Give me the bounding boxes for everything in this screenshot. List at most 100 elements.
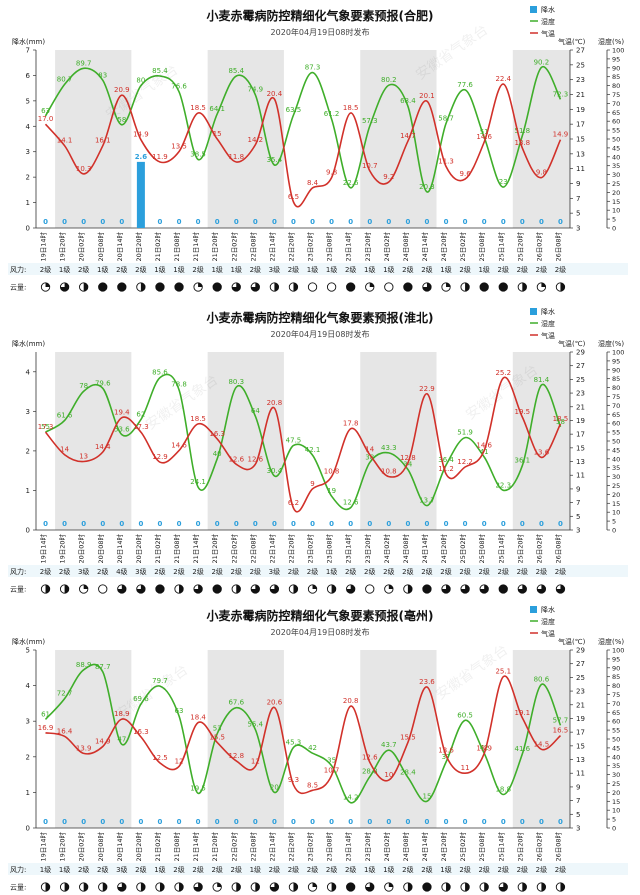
rain-label: 0 xyxy=(444,818,449,826)
temp-label: 15.5 xyxy=(209,733,225,741)
wind-value: 1级 xyxy=(440,265,451,274)
temp-label: 10.7 xyxy=(362,162,378,170)
temp-label: 13.6 xyxy=(534,448,550,456)
rain-label: 0 xyxy=(81,520,86,528)
x-tick-label: 21日20时 xyxy=(210,534,219,564)
wind-value: 2级 xyxy=(517,865,528,874)
temp-label: 10.8 xyxy=(381,468,397,476)
humidity-label: 35 xyxy=(327,757,336,765)
humidity-label: 38.5 xyxy=(190,150,206,158)
rain-label: 0 xyxy=(348,818,353,826)
wind-value: 2级 xyxy=(307,567,318,576)
x-tick-label: 22日20时 xyxy=(286,232,295,262)
rain-tick-label: 5 xyxy=(26,97,30,105)
humidity-tick-label: 85 xyxy=(612,673,620,681)
forecast-panel-0: 小麦赤霉病防控精细化气象要素预报(合肥) 2020年04月19日08时发布 降水湿度… xyxy=(8,5,628,292)
temp-label: 25.1 xyxy=(495,668,511,676)
temp-label: 11.9 xyxy=(152,153,168,161)
x-tick-label: 25日02时 xyxy=(458,232,467,262)
temp-label: 13.6 xyxy=(438,746,454,754)
x-tick-label: 22日08时 xyxy=(248,534,257,564)
humidity-tick-label: 15 xyxy=(612,198,620,206)
humidity-label: 35.4 xyxy=(267,156,283,164)
cloud-cover-icon xyxy=(40,282,51,292)
temp-label: 22.9 xyxy=(419,385,435,393)
legend-rain-swatch xyxy=(530,606,537,613)
rain-label: 0 xyxy=(234,818,239,826)
rain-label: 0 xyxy=(215,520,220,528)
temp-label: 8.4 xyxy=(307,179,319,187)
day-band xyxy=(512,650,570,828)
chart-title: 小麦赤霉病防控精细化气象要素预报(淮北) xyxy=(207,310,434,325)
rain-axis-title: 降水(mm) xyxy=(12,637,45,646)
humidity-series-line xyxy=(44,66,562,193)
temp-tick-label: 7 xyxy=(576,797,580,805)
temp-label: 16.4 xyxy=(57,727,73,735)
temp-label: 14.5 xyxy=(534,740,550,748)
wind-value: 2级 xyxy=(231,865,242,874)
rain-label: 0 xyxy=(329,218,334,226)
wind-value: 2级 xyxy=(478,865,489,874)
wind-value: 1级 xyxy=(383,265,394,274)
wind-value: 1级 xyxy=(364,865,375,874)
cloud-cover-icon xyxy=(288,584,299,594)
cloud-cover-icon xyxy=(231,282,241,292)
humidity-label: 12.6 xyxy=(343,499,359,507)
rain-label: 0 xyxy=(367,520,372,528)
humidity-tick-label: 90 xyxy=(612,64,620,72)
x-tick-label: 25日02时 xyxy=(458,534,467,564)
humidity-label: 81.4 xyxy=(534,376,550,384)
x-tick-label: 22日20时 xyxy=(286,832,295,862)
temp-tick-label: 17 xyxy=(576,121,585,129)
x-tick-label: 23日14时 xyxy=(344,832,353,862)
temp-tick-label: 15 xyxy=(576,136,585,144)
cloud-cover-icon xyxy=(460,882,470,892)
humidity-tick-label: 15 xyxy=(612,500,620,508)
temp-label: 11.8 xyxy=(228,153,244,161)
day-band xyxy=(207,352,284,530)
humidity-tick-label: 25 xyxy=(612,780,620,788)
humidity-axis-title: 湿度(%) xyxy=(598,37,624,46)
rain-label: 0 xyxy=(482,218,487,226)
rain-label: 0 xyxy=(539,818,544,826)
temp-label: 14 xyxy=(365,446,374,454)
legend-rain-swatch xyxy=(530,308,537,315)
legend-humidity-label: 湿度 xyxy=(541,617,555,626)
humidity-series-line xyxy=(44,663,562,804)
cloud-cover-icon xyxy=(517,882,527,892)
wind-value: 2级 xyxy=(307,865,318,874)
temp-label: 16.5 xyxy=(553,727,569,735)
rain-label: 0 xyxy=(291,818,296,826)
rain-label: 0 xyxy=(482,520,487,528)
wind-value: 2级 xyxy=(459,865,470,874)
x-tick-label: 21日20时 xyxy=(210,232,219,262)
temp-tick-label: 27 xyxy=(576,362,585,370)
temp-tick-label: 19 xyxy=(576,106,585,114)
cloud-cover-icon xyxy=(555,584,566,594)
cloud-cover-icon xyxy=(98,584,108,594)
temp-label: 9.8 xyxy=(536,169,547,177)
x-tick-label: 19日20时 xyxy=(58,832,67,862)
cloud-cover-icon xyxy=(536,882,547,892)
x-tick-label: 22日08时 xyxy=(248,832,257,862)
humidity-tick-label: 50 xyxy=(612,736,620,744)
x-tick-label: 23日14时 xyxy=(344,232,353,262)
rain-label: 0 xyxy=(62,818,67,826)
humidity-label: 68.4 xyxy=(400,97,416,105)
wind-value: 2级 xyxy=(345,567,356,576)
temp-tick-label: 25 xyxy=(576,376,585,384)
cloud-cover-icon xyxy=(365,282,375,292)
rain-label: 0 xyxy=(291,520,296,528)
cloud-cover-icon xyxy=(460,282,470,292)
temp-tick-label: 19 xyxy=(576,715,585,723)
humidity-label: 22.6 xyxy=(343,179,359,187)
humidity-tick-label: 40 xyxy=(612,753,620,761)
humidity-tick-label: 10 xyxy=(612,807,620,815)
humidity-label: 72.7 xyxy=(57,690,73,698)
temp-label: 12 xyxy=(175,757,184,765)
cloud-cover-icon xyxy=(231,882,241,892)
wind-value: 2级 xyxy=(555,865,566,874)
humidity-tick-label: 60 xyxy=(612,718,620,726)
cloud-cover-icon xyxy=(155,282,165,292)
